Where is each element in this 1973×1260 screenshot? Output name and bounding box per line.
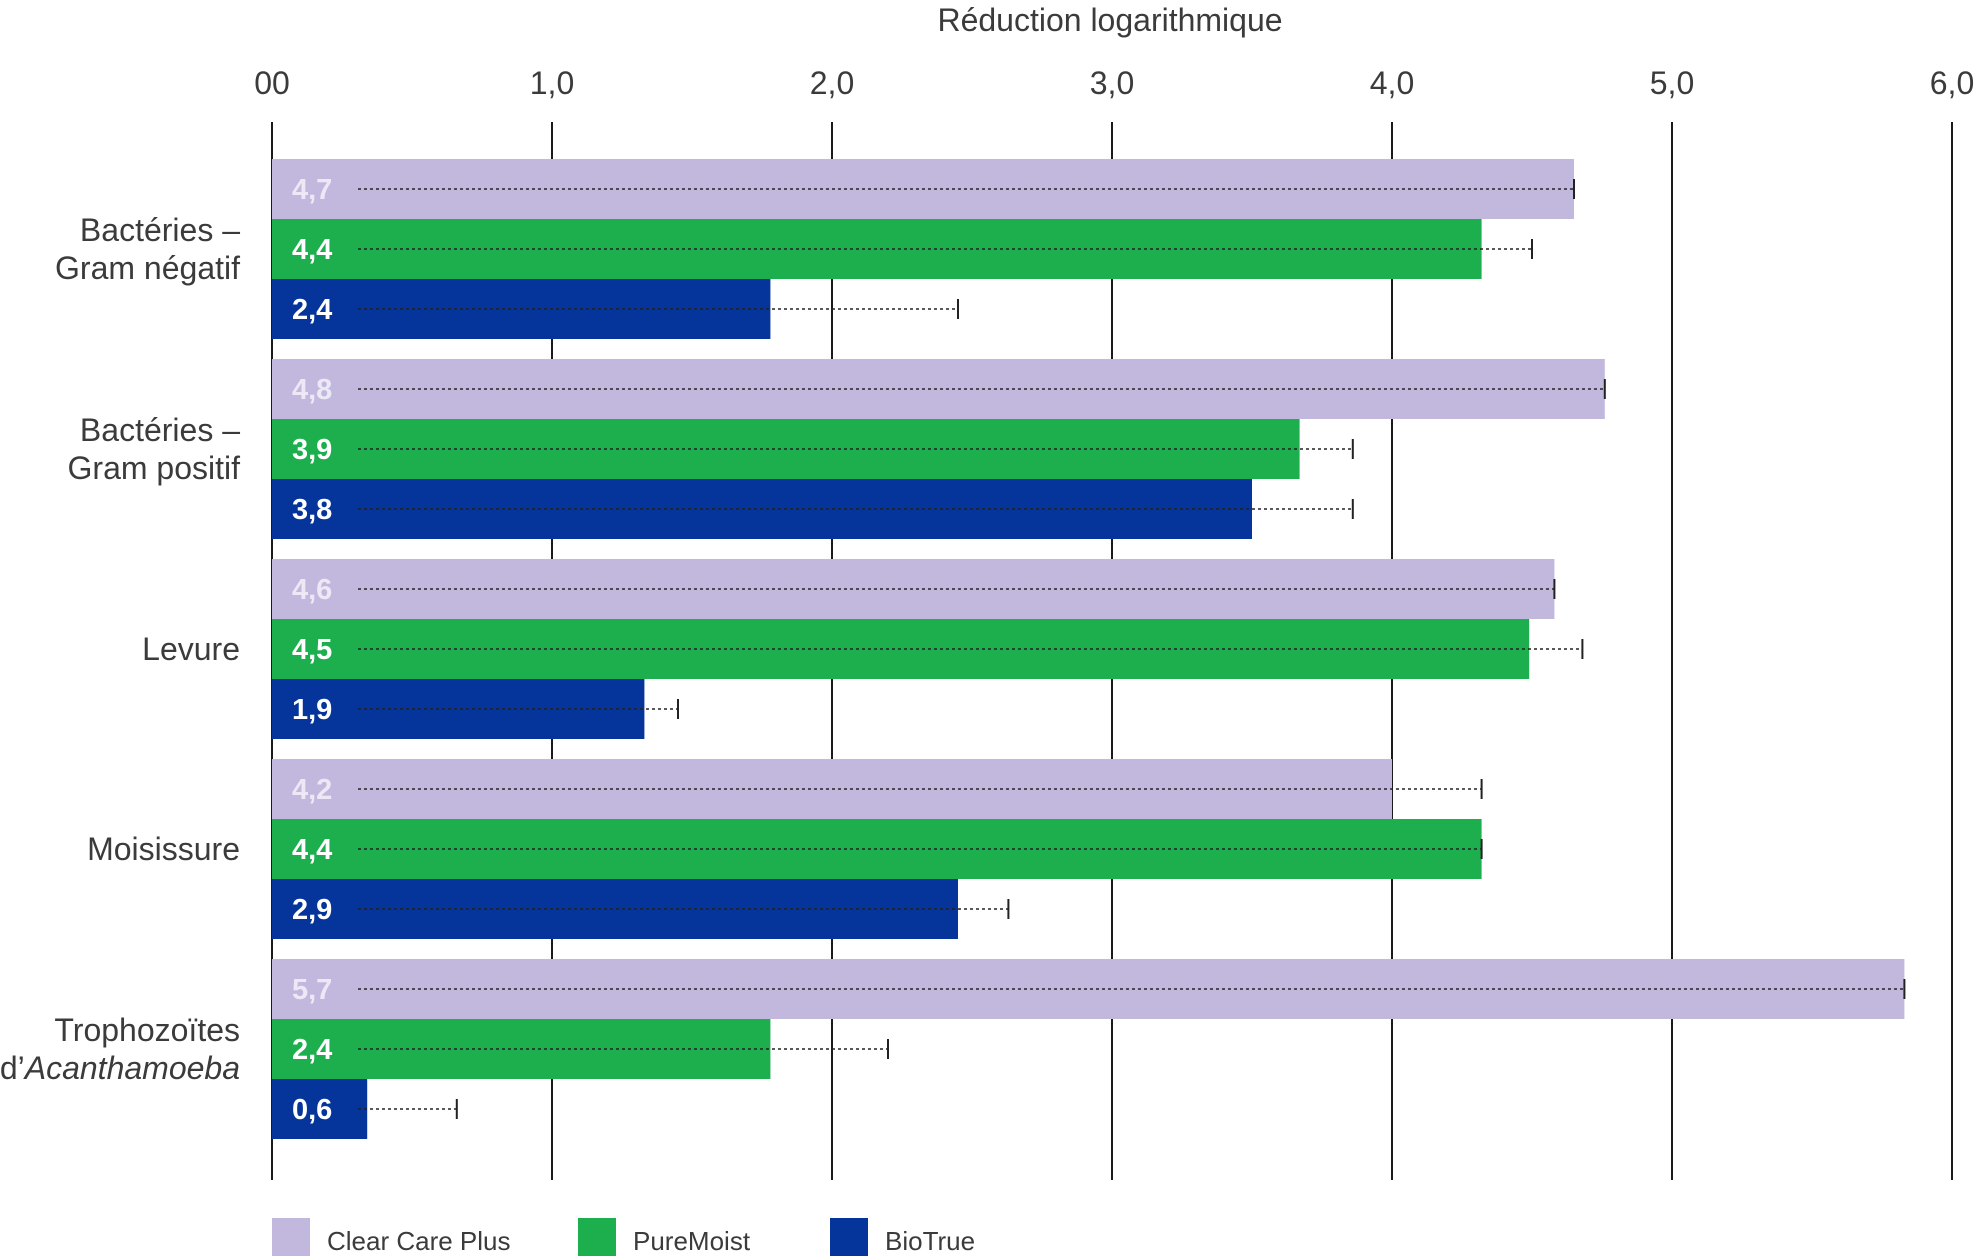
bar-value-label: 2,9 xyxy=(292,894,332,926)
legend-swatch xyxy=(578,1218,616,1256)
bar xyxy=(272,359,1605,419)
bar-value-label: 4,6 xyxy=(292,574,332,606)
legend: Clear Care Plus PureMoist BioTrue xyxy=(272,1218,975,1256)
category-label: Trophozoïtes xyxy=(54,1012,240,1048)
category-label: Gram positif xyxy=(68,450,241,486)
x-tick-label: 6,0 xyxy=(1930,65,1973,101)
bar-value-label: 3,8 xyxy=(292,494,332,526)
category-label: Bactéries – xyxy=(80,412,240,448)
bar-value-label: 2,4 xyxy=(292,294,332,326)
category-label: Bactéries – xyxy=(80,212,240,248)
axis-title: Réduction logarithmique xyxy=(937,2,1282,38)
bar-value-label: 4,7 xyxy=(292,174,332,206)
x-tick-label: 1,0 xyxy=(530,65,574,101)
bar-value-label: 4,8 xyxy=(292,374,332,406)
bar-value-label: 2,4 xyxy=(292,1034,332,1066)
bar xyxy=(272,879,958,939)
legend-label: BioTrue xyxy=(885,1226,975,1256)
legend-swatch xyxy=(830,1218,868,1256)
legend-label: PureMoist xyxy=(633,1226,751,1256)
category-label: Gram négatif xyxy=(55,250,240,286)
category-label: Moisissure xyxy=(87,831,240,867)
bar-value-label: 3,9 xyxy=(292,434,332,466)
bar-value-label: 1,9 xyxy=(292,694,332,726)
bar-value-label: 5,7 xyxy=(292,974,332,1006)
x-tick-label: 3,0 xyxy=(1090,65,1134,101)
legend-label: Clear Care Plus xyxy=(327,1226,511,1256)
x-tick-label: 5,0 xyxy=(1650,65,1694,101)
category-label: d’Acanthamoeba xyxy=(0,1050,240,1086)
x-tick-label: 2,0 xyxy=(810,65,854,101)
bars xyxy=(272,159,1906,1139)
x-tick-label: 4,0 xyxy=(1370,65,1414,101)
labels: 00 1,0 2,0 3,0 4,0 5,0 6,0 4,7 4,4 2,4 Bactéries –… xyxy=(0,65,1973,1126)
bar-value-label: 4,5 xyxy=(292,634,332,666)
legend-swatch xyxy=(272,1218,310,1256)
bar-value-label: 0,6 xyxy=(292,1094,332,1126)
x-tick-label: 00 xyxy=(254,65,290,101)
bar-value-label: 4,4 xyxy=(292,834,332,866)
bar-value-label: 4,4 xyxy=(292,234,332,266)
bar xyxy=(272,1079,368,1139)
category-label: Levure xyxy=(142,631,240,667)
bar-value-label: 4,2 xyxy=(292,774,332,806)
